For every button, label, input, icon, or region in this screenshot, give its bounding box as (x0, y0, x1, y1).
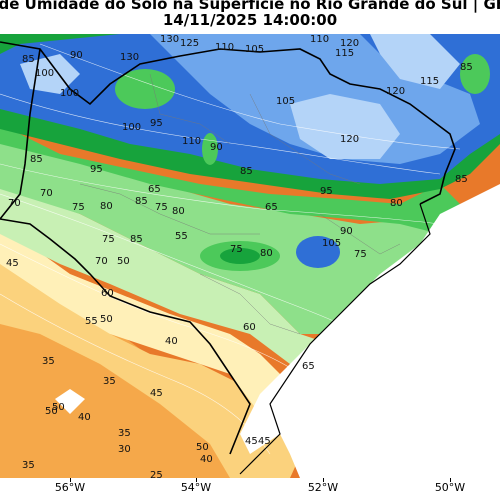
contour-label: 120 (340, 134, 359, 145)
fill-mid-dry (0, 224, 310, 478)
contour-label: 105 (322, 238, 341, 249)
contour-label: 50 (196, 442, 209, 453)
contour-label: 65 (148, 184, 161, 195)
contour-label: 110 (310, 34, 329, 45)
contour-label: 75 (230, 244, 243, 255)
contour-label: 35 (103, 376, 116, 387)
contour-label: 40 (165, 336, 178, 347)
contour-label: 30 (118, 444, 131, 455)
title-line-2: 14/11/2025 14:00:00 (162, 11, 338, 29)
contour-label: 70 (40, 188, 53, 199)
contour-label: 100 (122, 122, 141, 133)
contour-label: 60 (243, 322, 256, 333)
uruguay-border (0, 218, 251, 455)
title-line-1: a de Umidade do Solo na Superfície no Ri… (0, 0, 500, 13)
contour-label: 85 (135, 196, 148, 207)
fill-pale-blue-2 (370, 34, 460, 89)
fill-green-blob-1 (115, 69, 175, 109)
contour-label: 75 (155, 202, 168, 213)
x-axis: 56°W 54°W 52°W 50°W (0, 478, 500, 500)
x-tick-mark (196, 478, 197, 482)
contour-label: 115 (335, 48, 354, 59)
contour-label: 120 (340, 38, 359, 49)
contour-label: 85 (22, 54, 35, 65)
contour-label: 35 (118, 428, 131, 439)
contour-label: 45 (245, 436, 258, 447)
west-border (0, 48, 41, 220)
contour-label: 75 (72, 202, 85, 213)
contour-label: 60 (101, 288, 114, 299)
fill-green-blob-3 (460, 54, 490, 94)
x-tick-label: 56°W (54, 481, 86, 494)
contour-label: 55 (175, 231, 188, 242)
fill-blue-pocket (296, 236, 340, 268)
contour-label: 90 (210, 142, 223, 153)
contour-label: 100 (60, 88, 79, 99)
contour-label: 90 (340, 226, 353, 237)
contour-label: 85 (240, 166, 253, 177)
x-tick-label: 52°W (307, 481, 339, 494)
ocean-area (240, 184, 500, 478)
contour-label: 90 (70, 50, 83, 61)
contour-label: 25 (150, 470, 163, 478)
contour-label: 65 (265, 202, 278, 213)
x-tick-mark (323, 478, 324, 482)
contour-label: 50 (100, 314, 113, 325)
fill-pale-blue-1 (290, 94, 400, 159)
contour-label: 65 (302, 361, 315, 372)
contour-label: 100 (35, 68, 54, 79)
contour-label: 105 (276, 96, 295, 107)
contour-label: 80 (100, 201, 113, 212)
fill-dark-pocket (220, 248, 260, 264)
contour-label: 55 (85, 316, 98, 327)
x-tick-label: 50°W (434, 481, 466, 494)
contour-label: 80 (260, 248, 273, 259)
coastline (239, 203, 431, 475)
contour-label: 35 (22, 460, 35, 471)
x-tick-mark (70, 478, 71, 482)
contour-label: 45 (6, 258, 19, 269)
white-patch (55, 389, 85, 414)
contour-label: 115 (420, 76, 439, 87)
contour-label: 85 (30, 154, 43, 165)
contour-label: 45 (258, 436, 271, 447)
contour-label: 125 (180, 38, 199, 49)
x-tick-label: 54°W (180, 481, 212, 494)
contour-label: 95 (150, 118, 163, 129)
contour-label: 45 (150, 388, 163, 399)
contour-label: 40 (200, 454, 213, 465)
contour-label: 35 (42, 356, 55, 367)
contour-lines (0, 43, 461, 455)
fill-pale-green (0, 184, 330, 374)
fill-green (0, 124, 460, 234)
contour-label: 40 (78, 412, 91, 423)
contour-label: 75 (354, 249, 367, 260)
contour-label: 85 (460, 62, 473, 73)
contour-label: 85 (455, 174, 468, 185)
contour-label: 105 (245, 44, 264, 55)
contour-label: 130 (160, 34, 179, 45)
contour-label: 50 (117, 256, 130, 267)
contour-label: 120 (386, 86, 405, 97)
contour-label: 80 (390, 198, 403, 209)
municipal-lines (79, 73, 401, 335)
contour-label: 50 (52, 402, 65, 413)
contour-label: 85 (130, 234, 143, 245)
state-border (0, 41, 456, 205)
contour-label: 80 (172, 206, 185, 217)
contour-label: 50 (45, 406, 58, 417)
contour-label: 110 (215, 42, 234, 53)
contour-label: 75 (102, 234, 115, 245)
contour-label: 70 (8, 198, 21, 209)
contour-label: 110 (182, 136, 201, 147)
map-title: a de Umidade do Solo na Superfície no Ri… (0, 0, 500, 34)
x-tick-mark (450, 478, 451, 482)
contour-label: 130 (120, 52, 139, 63)
contour-label: 95 (320, 186, 333, 197)
contour-label: 95 (90, 164, 103, 175)
contour-label: 70 (95, 256, 108, 267)
